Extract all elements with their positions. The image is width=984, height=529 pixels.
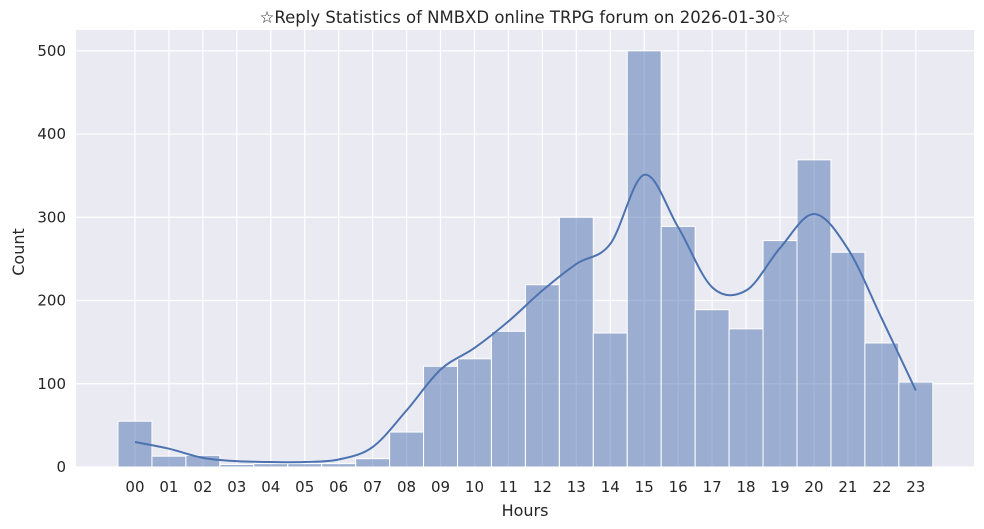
bar-16	[660, 225, 696, 468]
x-tick-label: 00	[125, 478, 144, 496]
bar-12	[524, 284, 560, 468]
y-tick-label: 200	[37, 292, 66, 310]
x-tick-label: 18	[737, 478, 756, 496]
x-tick-label: 21	[838, 478, 857, 496]
bar-14	[592, 332, 628, 468]
x-tick-label: 02	[193, 478, 212, 496]
x-tick-label: 15	[635, 478, 654, 496]
x-tick-label: 08	[397, 478, 416, 496]
bar-20	[796, 159, 832, 468]
x-tick-label: 06	[329, 478, 348, 496]
x-tick-label: 19	[770, 478, 789, 496]
x-tick-label: 14	[601, 478, 620, 496]
bar-05	[287, 463, 323, 468]
y-tick-label: 400	[37, 125, 66, 143]
bar-17	[694, 309, 730, 468]
chart-title: ☆Reply Statistics of NMBXD online TRPG f…	[260, 8, 791, 27]
x-tick-labels: 00 01 02 03 04 05 06 07 08 09 10 11 12 13 14 15 16 17 18 19…	[125, 478, 925, 496]
x-tick-label: 17	[703, 478, 722, 496]
x-tick-label: 16	[669, 478, 688, 496]
bar-21	[830, 251, 866, 468]
x-tick-label: 10	[465, 478, 484, 496]
x-tick-label: 09	[431, 478, 450, 496]
bar-03	[219, 464, 255, 468]
x-tick-label: 23	[906, 478, 925, 496]
x-axis-label: Hours	[502, 501, 549, 520]
bar-01	[151, 455, 187, 468]
y-axis-label: Count	[9, 228, 28, 276]
bar-08	[389, 431, 425, 468]
bar-15	[626, 50, 662, 468]
bar-13	[558, 216, 594, 468]
y-tick-label: 500	[37, 42, 66, 60]
x-tick-label: 11	[499, 478, 518, 496]
bar-10	[457, 358, 492, 468]
bar-19	[762, 240, 798, 468]
x-tick-label: 04	[261, 478, 280, 496]
y-tick-labels: 0 100 200 300 400 500	[37, 42, 66, 476]
x-tick-label: 22	[872, 478, 891, 496]
bar-04	[253, 463, 289, 468]
x-tick-label: 01	[159, 478, 178, 496]
bar-22	[864, 342, 900, 468]
bars	[117, 50, 934, 468]
bar-18	[728, 328, 764, 468]
y-tick-label: 300	[37, 208, 66, 226]
bar-06	[321, 463, 357, 468]
y-tick-label: 100	[37, 375, 66, 393]
x-tick-label: 13	[567, 478, 586, 496]
bar-02	[185, 454, 221, 468]
x-tick-label: 20	[804, 478, 823, 496]
x-tick-label: 07	[363, 478, 382, 496]
x-tick-label: 03	[227, 478, 246, 496]
bar-07	[355, 458, 391, 468]
kde-line	[134, 173, 917, 464]
bar-23	[898, 381, 934, 468]
x-tick-label: 12	[533, 478, 552, 496]
x-tick-label: 05	[295, 478, 314, 496]
bar-11	[490, 330, 526, 468]
y-tick-label: 0	[56, 458, 66, 476]
